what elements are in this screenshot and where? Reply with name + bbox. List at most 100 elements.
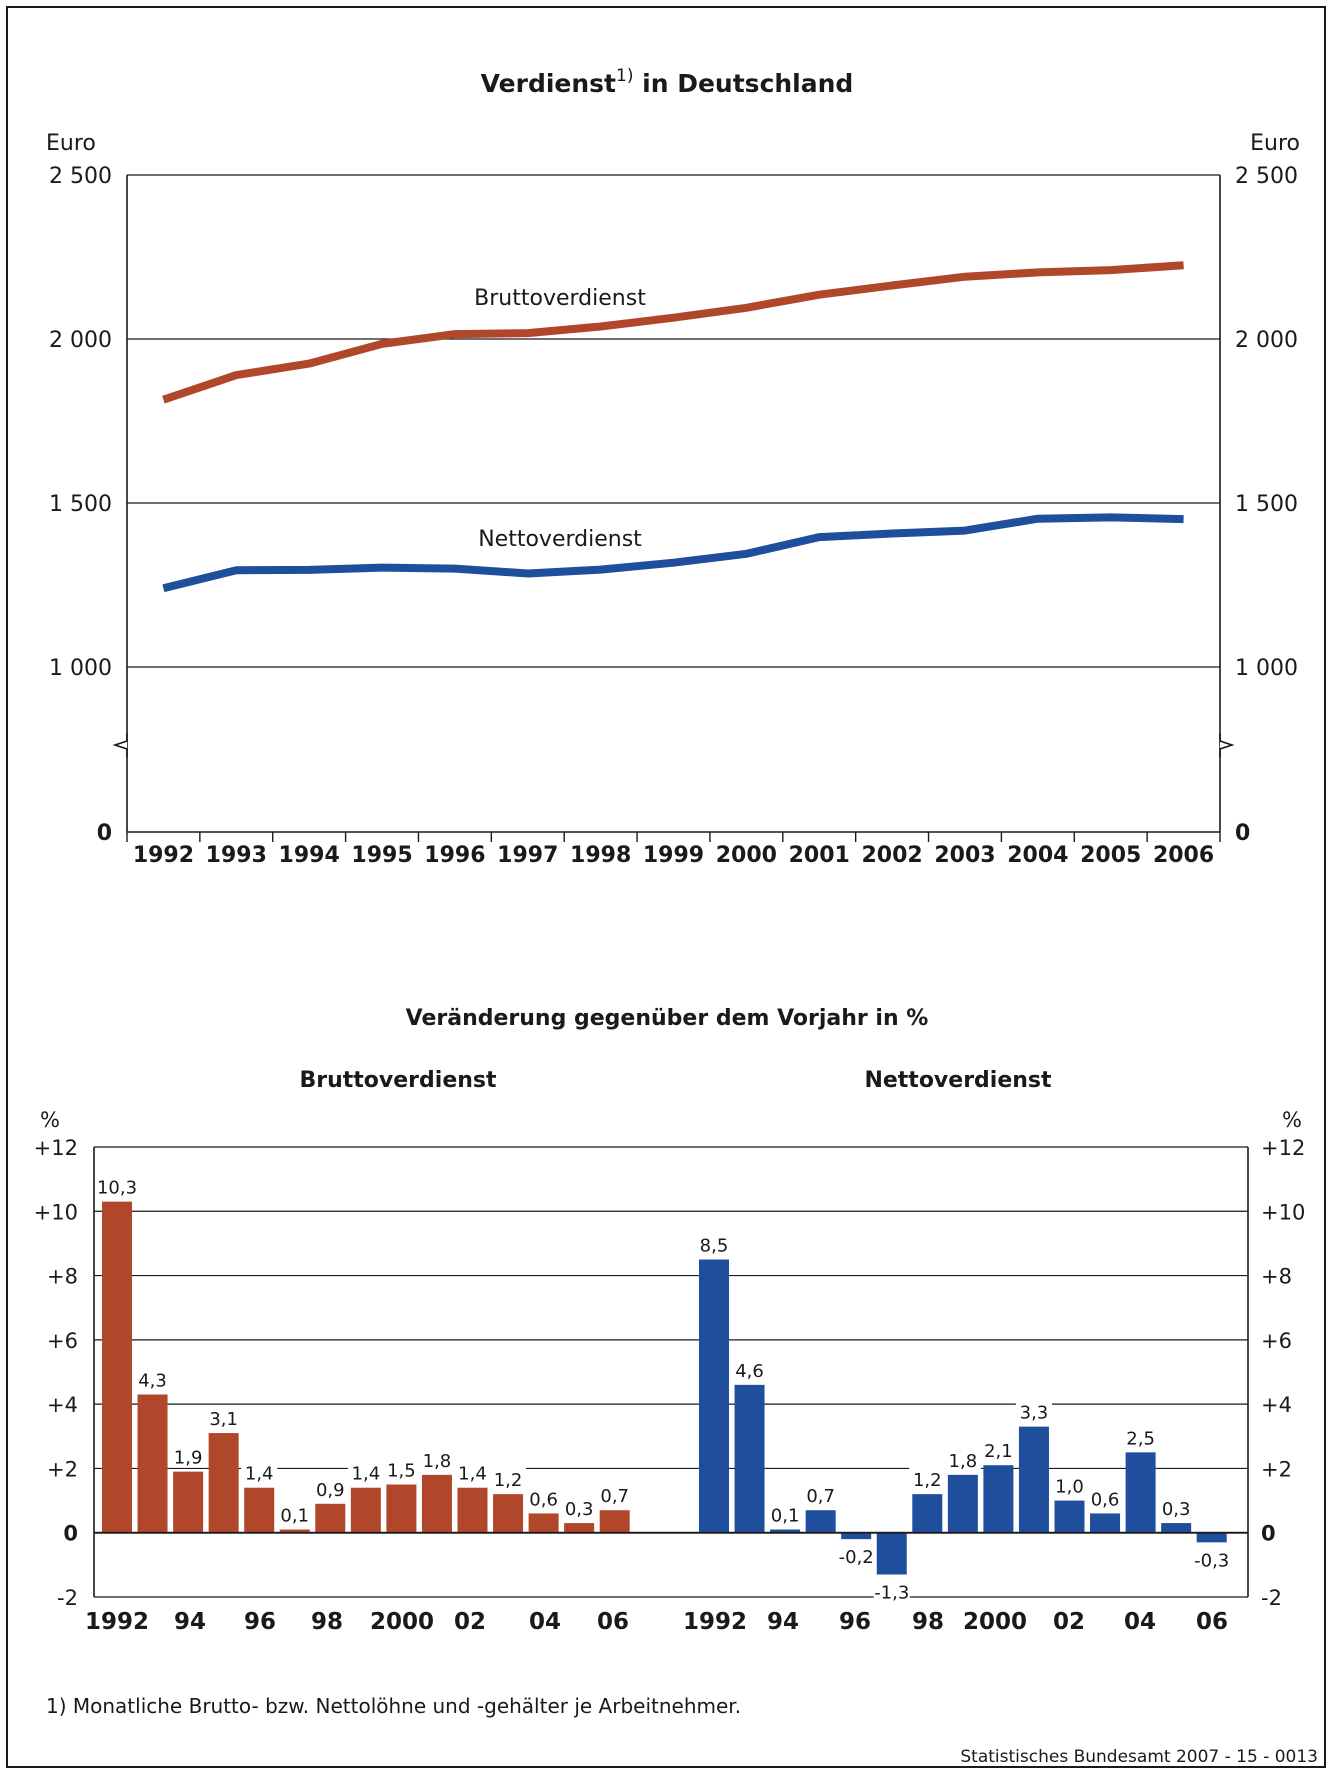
bar-value-label-brutto: 1,9 [174,1448,203,1469]
x-tick-label-brutto: 94 [174,1609,206,1635]
bar-value-label-netto: 0,7 [806,1486,835,1507]
x-tick-label: 1994 [279,843,340,868]
bar-brutto [564,1523,595,1533]
value-label-bg [383,1457,420,1481]
x-tick-label-brutto: 98 [311,1609,343,1635]
bar-brutto [102,1201,132,1533]
bar-value-label-brutto: 1,4 [458,1464,487,1485]
y-tick-label-left: +10 [34,1200,78,1224]
x-tick-label-brutto: 04 [529,1609,561,1635]
x-tick-label-brutto: 2000 [370,1609,434,1635]
value-label-bg [873,1579,910,1603]
series-line-brutto [162,261,1184,404]
bar-netto [770,1529,801,1533]
x-tick-label: 2004 [1007,843,1068,868]
x-tick-label: 2001 [789,843,850,868]
y-tick-label-right: +6 [1261,1329,1292,1353]
series-line-netto [162,513,1184,593]
bar-netto [983,1465,1014,1533]
y-tick-label-left: 1 500 [49,492,112,517]
value-label-bg [767,1502,804,1526]
y-tick-label-right: +4 [1261,1393,1292,1417]
bar-value-label-brutto: 1,4 [245,1464,274,1485]
y-tick-label-right: 2 500 [1235,164,1298,189]
y-tick-label-right: -2 [1261,1586,1282,1610]
bar-brutto [350,1487,381,1533]
bar-chart-ylabel-left: % [40,1108,60,1132]
value-label-bg [561,1496,598,1520]
x-tick-label-netto: 2000 [963,1609,1027,1635]
bar-brutto [528,1513,559,1533]
bar-value-label-netto: 0,3 [1162,1499,1191,1520]
value-label-bg [490,1467,527,1491]
value-label-bg [1015,1399,1052,1423]
y-tick-label-right: 1 000 [1235,656,1298,681]
value-label-bg [525,1486,562,1510]
bar-value-label-netto: 1,8 [949,1451,978,1472]
bar-brutto [244,1487,275,1533]
bar-brutto [279,1529,310,1533]
bar-brutto [315,1503,346,1533]
x-tick-label: 1998 [570,843,631,868]
bar-netto [734,1384,765,1533]
bar-value-label-brutto: 0,1 [280,1506,309,1527]
bar-value-label-netto: 0,1 [771,1506,800,1527]
footnote: 1) Monatliche Brutto- bzw. Nettolöhne un… [46,1694,741,1718]
bar-value-label-netto: 0,6 [1091,1489,1120,1510]
bar-chart-title: Veränderung gegenüber dem Vorjahr in % [406,1006,929,1031]
bar-netto [947,1474,978,1533]
value-label-bg [944,1447,981,1471]
y-tick-label-right: 0 [1261,1522,1276,1546]
y-tick-label-left: +2 [47,1457,78,1481]
series-label-brutto: Bruttoverdienst [474,286,646,311]
bar-value-label-netto: 2,1 [984,1441,1013,1462]
x-tick-label: 2006 [1153,843,1214,868]
axis-break-mark [1219,733,1235,757]
value-label-bg [1193,1547,1230,1571]
value-label-bg [731,1357,768,1381]
x-tick-label-brutto: 96 [244,1609,276,1635]
bar-value-label-brutto: 1,8 [423,1451,452,1472]
bar-brutto [173,1471,204,1533]
bar-netto [699,1259,729,1533]
y-tick-label-right: +12 [1261,1136,1305,1160]
value-label-bg [418,1447,455,1471]
axis-break-mark [112,733,128,757]
value-label-bg [276,1502,313,1526]
y-tick-label-right: 1 500 [1235,492,1298,517]
bar-value-label-netto: -0,3 [1194,1550,1229,1571]
line-chart-ylabel-right: Euro [1250,131,1300,156]
y-tick-label-left: 2 000 [49,328,112,353]
y-tick-label-left: -2 [57,1586,78,1610]
bar-value-label-brutto: 3,1 [209,1409,238,1430]
value-label-bg [241,1460,278,1484]
x-tick-label: 1996 [424,843,485,868]
bar-value-label-brutto: 1,4 [352,1464,381,1485]
x-tick-label: 2003 [934,843,995,868]
x-tick-label: 1993 [206,843,267,868]
bar-group-title-brutto: Bruttoverdienst [299,1068,497,1093]
value-label-bg [696,1232,732,1256]
x-tick-label-netto: 04 [1124,1609,1156,1635]
bar-value-label-brutto: 0,6 [529,1489,558,1510]
value-label-bg [1158,1496,1195,1520]
x-tick-label: 2000 [716,843,777,868]
y-tick-label-left: 1 000 [49,656,112,681]
y-tick-label-right: +2 [1261,1457,1292,1481]
bar-value-label-netto: 8,5 [700,1236,729,1257]
x-tick-label-netto: 06 [1196,1609,1228,1635]
bar-brutto [421,1474,452,1533]
value-label-bg [909,1467,946,1491]
x-tick-label-netto: 96 [839,1609,871,1635]
value-label-bg [134,1367,171,1391]
y-tick-label-left: 2 500 [49,164,112,189]
bar-brutto [386,1484,417,1533]
bar-group-title-netto: Nettoverdienst [864,1068,1052,1093]
bar-value-label-brutto: 4,3 [138,1371,167,1392]
x-tick-label-netto: 98 [912,1609,944,1635]
y-tick-label-left: 0 [63,1522,78,1546]
bar-netto [1196,1532,1227,1543]
y-tick-label-right: 2 000 [1235,328,1298,353]
x-tick-label-brutto: 06 [597,1609,629,1635]
bar-netto [1054,1500,1085,1533]
